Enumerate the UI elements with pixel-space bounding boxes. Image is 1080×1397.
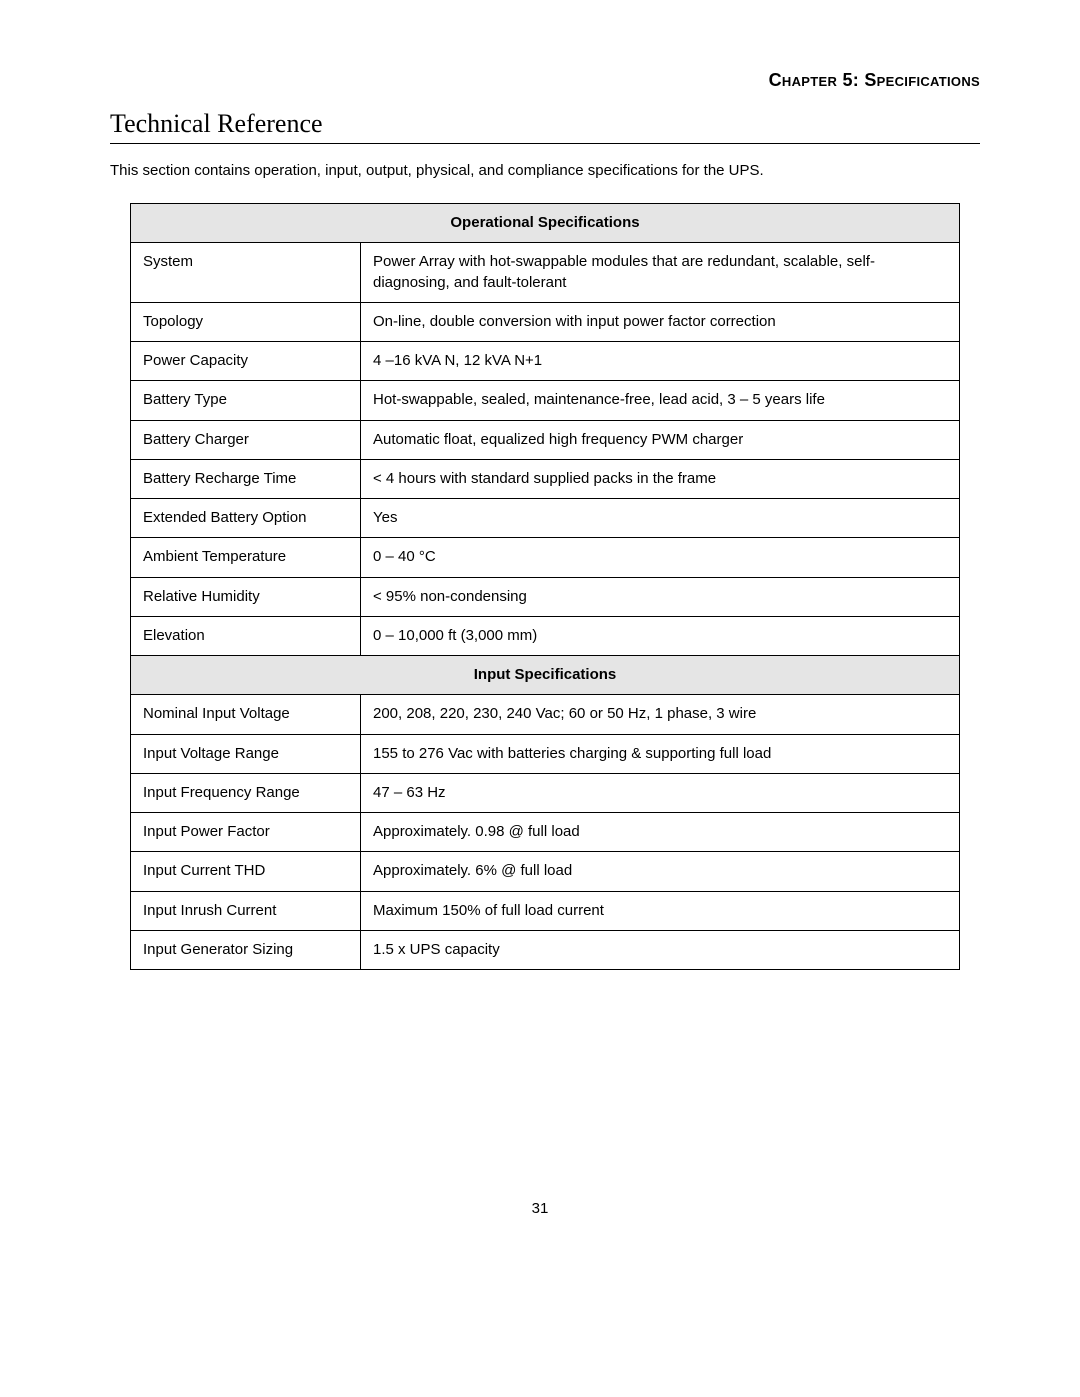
spec-value: 1.5 x UPS capacity — [361, 930, 960, 969]
table-row: Input Power FactorApproximately. 0.98 @ … — [131, 813, 960, 852]
table-row: TopologyOn-line, double conversion with … — [131, 302, 960, 341]
table-row: Power Capacity4 –16 kVA N, 12 kVA N+1 — [131, 342, 960, 381]
spec-label: Relative Humidity — [131, 577, 361, 616]
spec-value: 155 to 276 Vac with batteries charging &… — [361, 734, 960, 773]
table-row: Input Frequency Range47 – 63 Hz — [131, 773, 960, 812]
table-row: Battery TypeHot-swappable, sealed, maint… — [131, 381, 960, 420]
section-divider — [110, 143, 980, 144]
chapter-header: Chapter 5: Specifications — [110, 70, 980, 91]
spec-value: 4 –16 kVA N, 12 kVA N+1 — [361, 342, 960, 381]
spec-label: Ambient Temperature — [131, 538, 361, 577]
table-row: Input Inrush CurrentMaximum 150% of full… — [131, 891, 960, 930]
spec-label: Battery Type — [131, 381, 361, 420]
table-row: Input Generator Sizing1.5 x UPS capacity — [131, 930, 960, 969]
table-row: Battery Recharge Time< 4 hours with stan… — [131, 459, 960, 498]
spec-value: < 4 hours with standard supplied packs i… — [361, 459, 960, 498]
table-row: Nominal Input Voltage200, 208, 220, 230,… — [131, 695, 960, 734]
table-row: Ambient Temperature0 – 40 °C — [131, 538, 960, 577]
spec-label: Battery Charger — [131, 420, 361, 459]
spec-value: < 95% non-condensing — [361, 577, 960, 616]
page-number: 31 — [0, 1200, 1080, 1217]
specifications-table: Operational SpecificationsSystemPower Ar… — [130, 203, 960, 970]
table-row: Elevation0 – 10,000 ft (3,000 mm) — [131, 616, 960, 655]
table-row: Battery ChargerAutomatic float, equalize… — [131, 420, 960, 459]
spec-value: 0 – 10,000 ft (3,000 mm) — [361, 616, 960, 655]
spec-label: Input Voltage Range — [131, 734, 361, 773]
table-row: Input Voltage Range155 to 276 Vac with b… — [131, 734, 960, 773]
table-section-header: Input Specifications — [131, 656, 960, 695]
spec-label: Input Power Factor — [131, 813, 361, 852]
intro-paragraph: This section contains operation, input, … — [110, 162, 980, 179]
spec-label: Input Frequency Range — [131, 773, 361, 812]
spec-label: Elevation — [131, 616, 361, 655]
spec-label: System — [131, 243, 361, 303]
spec-value: 47 – 63 Hz — [361, 773, 960, 812]
spec-value: Approximately. 6% @ full load — [361, 852, 960, 891]
spec-value: On-line, double conversion with input po… — [361, 302, 960, 341]
spec-value: Yes — [361, 499, 960, 538]
spec-label: Input Current THD — [131, 852, 361, 891]
spec-value: Approximately. 0.98 @ full load — [361, 813, 960, 852]
spec-value: Maximum 150% of full load current — [361, 891, 960, 930]
spec-label: Topology — [131, 302, 361, 341]
chapter-title: Specifications — [864, 70, 980, 90]
table-row: Extended Battery OptionYes — [131, 499, 960, 538]
table-row: Input Current THDApproximately. 6% @ ful… — [131, 852, 960, 891]
table-section-header: Operational Specifications — [131, 204, 960, 243]
table-row: SystemPower Array with hot-swappable mod… — [131, 243, 960, 303]
spec-label: Extended Battery Option — [131, 499, 361, 538]
spec-value: Power Array with hot-swappable modules t… — [361, 243, 960, 303]
spec-value: 200, 208, 220, 230, 240 Vac; 60 or 50 Hz… — [361, 695, 960, 734]
spec-label: Nominal Input Voltage — [131, 695, 361, 734]
spec-value: Automatic float, equalized high frequenc… — [361, 420, 960, 459]
section-title: Technical Reference — [110, 109, 980, 139]
spec-label: Input Generator Sizing — [131, 930, 361, 969]
table-row: Relative Humidity< 95% non-condensing — [131, 577, 960, 616]
spec-value: 0 – 40 °C — [361, 538, 960, 577]
chapter-label: Chapter 5: — [769, 70, 859, 90]
spec-label: Input Inrush Current — [131, 891, 361, 930]
spec-label: Power Capacity — [131, 342, 361, 381]
spec-label: Battery Recharge Time — [131, 459, 361, 498]
spec-value: Hot-swappable, sealed, maintenance-free,… — [361, 381, 960, 420]
